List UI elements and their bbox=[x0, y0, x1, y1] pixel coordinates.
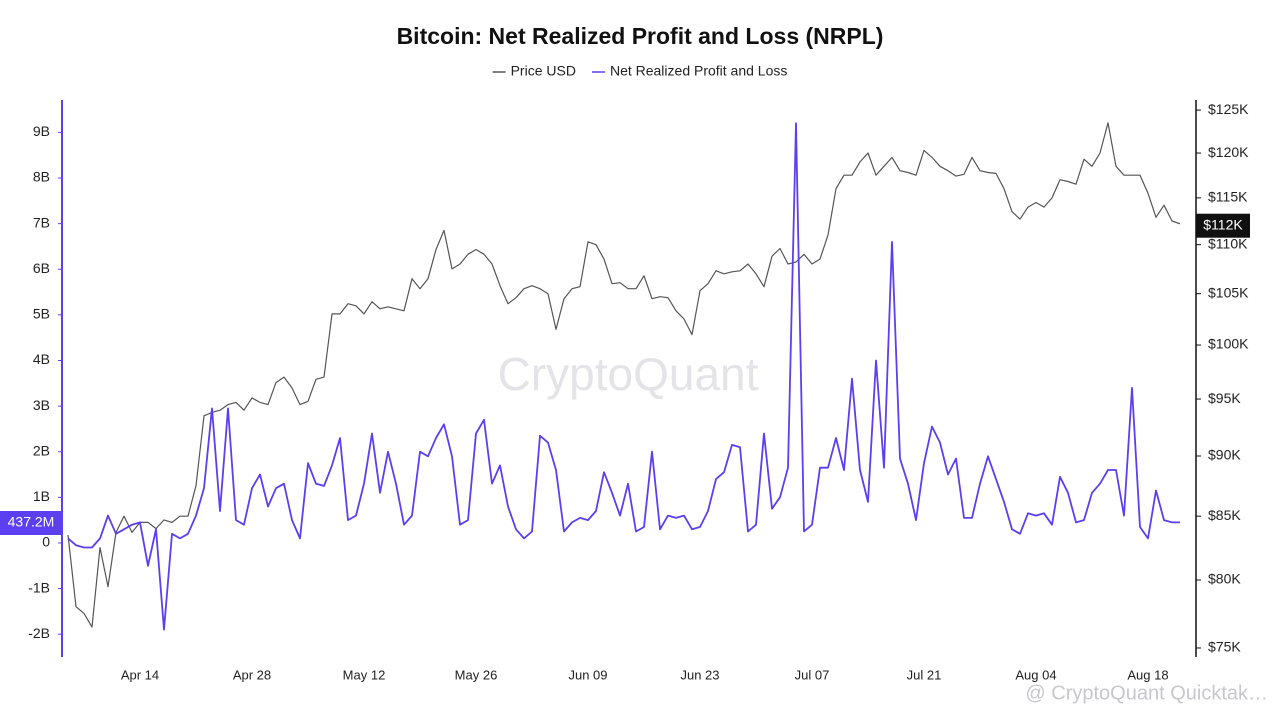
y2-tick-label: $80K bbox=[1208, 571, 1241, 587]
y-marker-box bbox=[0, 511, 62, 536]
legend-label: Price USD bbox=[511, 63, 576, 79]
legend-label: Net Realized Profit and Loss bbox=[610, 63, 787, 79]
x-tick-label: Aug 04 bbox=[1015, 667, 1056, 682]
x-tick-label: Apr 28 bbox=[233, 667, 271, 682]
x-tick-label: May 26 bbox=[455, 667, 498, 682]
y-tick-label: 9B bbox=[33, 123, 50, 139]
y-tick-label: 4B bbox=[33, 351, 50, 367]
y2-marker-box bbox=[1196, 213, 1250, 238]
y2-tick-label: $105K bbox=[1208, 284, 1249, 300]
y-tick-label: 0 bbox=[42, 534, 50, 550]
y-marker-label: 437.2M bbox=[8, 514, 55, 530]
chart-title: Bitcoin: Net Realized Profit and Loss (N… bbox=[397, 23, 884, 49]
y2-tick-label: $75K bbox=[1208, 639, 1241, 655]
y2-marker-label: $112K bbox=[1203, 216, 1243, 232]
y2-tick-label: $85K bbox=[1208, 507, 1241, 523]
y-tick-label: -2B bbox=[28, 625, 50, 641]
y2-tick-label: $90K bbox=[1208, 447, 1241, 463]
y-tick-label: 8B bbox=[33, 169, 50, 185]
y-tick-label: 6B bbox=[33, 260, 50, 276]
x-tick-label: Aug 18 bbox=[1127, 667, 1168, 682]
series-line bbox=[67, 122, 1181, 628]
y-tick-label: 3B bbox=[33, 397, 50, 413]
x-tick-label: May 12 bbox=[343, 667, 386, 682]
x-tick-label: Jul 07 bbox=[795, 667, 830, 682]
y2-tick-label: $115K bbox=[1208, 189, 1248, 205]
watermark: CryptoQuant bbox=[498, 348, 759, 400]
footer: @ CryptoQuant Quicktak… bbox=[1025, 682, 1268, 704]
x-tick-label: Jun 23 bbox=[680, 667, 719, 682]
y-tick-label: 2B bbox=[33, 442, 50, 458]
y-tick-label: 5B bbox=[33, 306, 50, 322]
y2-tick-label: $95K bbox=[1208, 390, 1241, 406]
x-tick-label: Apr 14 bbox=[121, 667, 159, 682]
y-tick-label: 7B bbox=[33, 214, 50, 230]
y-tick-label: 1B bbox=[33, 488, 50, 504]
x-tick-label: Jun 09 bbox=[568, 667, 607, 682]
y2-tick-label: $110K bbox=[1208, 235, 1248, 251]
y2-tick-label: $100K bbox=[1208, 336, 1249, 352]
series-line bbox=[67, 122, 1180, 631]
y2-tick-label: $125K bbox=[1208, 101, 1249, 117]
y-tick-label: -1B bbox=[28, 579, 50, 595]
x-tick-label: Jul 21 bbox=[907, 667, 942, 682]
y2-tick-label: $120K bbox=[1208, 144, 1249, 160]
